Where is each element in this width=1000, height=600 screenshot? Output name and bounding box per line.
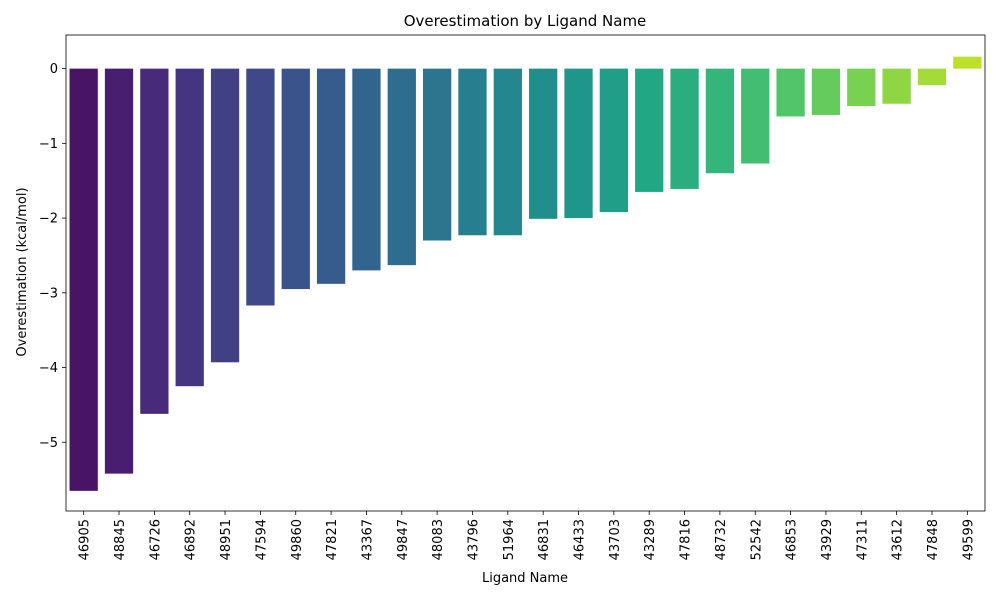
x-tick-label: 47816 (679, 519, 694, 560)
x-tick-label: 43703 (608, 519, 623, 560)
bar-46892 (175, 68, 204, 387)
bar-43796 (458, 68, 487, 236)
bar-51964 (493, 68, 522, 236)
bar-49599 (953, 56, 982, 69)
x-tick-label: 49599 (961, 519, 976, 560)
x-axis: 46905 48845 46726 46892 48951 47594 49860 47821… (78, 511, 976, 560)
x-tick-label: 51964 (502, 519, 517, 560)
bar-48732 (705, 68, 735, 174)
y-tick-label: −3 (39, 286, 58, 301)
bar-47848 (917, 68, 947, 86)
bar-48845 (104, 68, 134, 474)
y-tick-label: −5 (39, 436, 58, 451)
x-tick-label: 43367 (360, 519, 375, 560)
y-axis-label: Overestimation (kcal/mol) (15, 187, 30, 356)
x-tick-label: 43612 (891, 519, 906, 560)
y-tick-label: −1 (39, 137, 58, 152)
x-tick-label: 47311 (855, 519, 870, 560)
bar-48951 (210, 68, 240, 363)
x-tick-label: 46726 (148, 519, 163, 560)
x-tick-label: 48083 (431, 519, 446, 560)
plot-frame (65, 34, 986, 512)
bar-47594 (246, 68, 275, 306)
bar-43703 (599, 68, 629, 213)
y-axis: 0 −1 −2 −3 −4 −5 (39, 62, 66, 451)
y-tick-label: 0 (50, 62, 58, 77)
x-tick-label: 48951 (219, 519, 234, 560)
x-tick-label: 46853 (785, 519, 800, 560)
x-tick-label: 49847 (396, 519, 411, 560)
x-tick-label: 46892 (184, 519, 199, 560)
x-tick-label: 49860 (290, 519, 305, 560)
bar-43367 (352, 68, 381, 271)
bar-47311 (847, 68, 876, 106)
x-tick-label: 46433 (573, 519, 588, 560)
bar-46831 (529, 68, 558, 219)
bar-47821 (316, 68, 346, 284)
bar-46905 (69, 68, 98, 491)
bar-52542 (741, 68, 770, 164)
chart-title: Overestimation by Ligand Name (404, 12, 647, 30)
x-tick-label: 47848 (926, 519, 941, 560)
bar-43612 (882, 68, 911, 104)
x-tick-label: 46905 (78, 519, 93, 560)
x-tick-label: 43796 (466, 519, 481, 560)
x-tick-label: 47594 (254, 519, 269, 560)
bar-46726 (140, 68, 169, 414)
bar-47816 (670, 68, 699, 189)
x-tick-label: 46831 (537, 519, 552, 560)
x-tick-label: 47821 (325, 519, 340, 560)
bar-43289 (635, 68, 664, 192)
bar-49860 (281, 68, 310, 290)
y-tick-label: −2 (39, 212, 58, 227)
bar-46433 (564, 68, 593, 219)
x-tick-label: 43289 (643, 519, 658, 560)
bars-group (69, 56, 982, 491)
bar-43929 (811, 68, 841, 115)
y-tick-label: −4 (39, 361, 58, 376)
bar-49847 (387, 68, 416, 266)
x-tick-label: 52542 (749, 519, 764, 560)
x-tick-label: 48732 (714, 519, 729, 560)
bar-48083 (423, 68, 452, 241)
x-tick-label: 43929 (820, 519, 835, 560)
x-axis-label: Ligand Name (482, 571, 568, 586)
bar-46853 (776, 68, 805, 117)
x-tick-label: 48845 (113, 519, 128, 560)
